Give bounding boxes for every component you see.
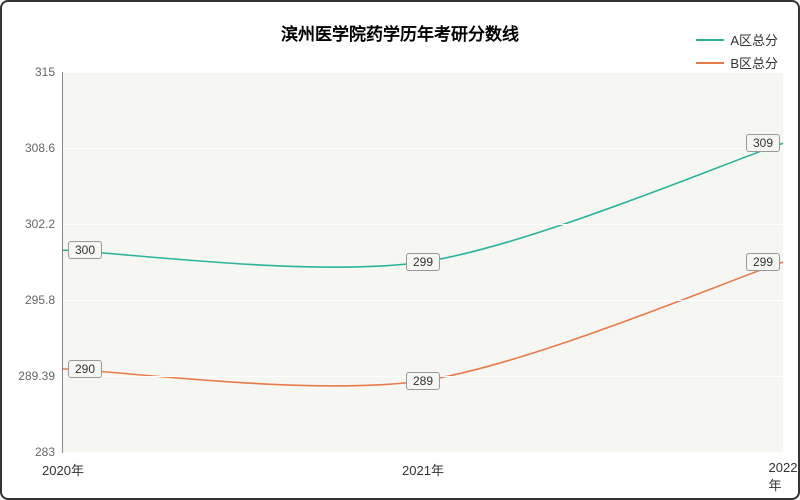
gridline [63, 148, 783, 149]
y-axis-label: 295.8 [25, 293, 55, 307]
y-axis-label: 289.39 [18, 369, 55, 383]
gridline [63, 300, 783, 301]
y-axis-label: 302.2 [25, 217, 55, 231]
data-label: 300 [68, 241, 102, 259]
data-label: 299 [746, 253, 780, 271]
legend-label-b: B区总分 [730, 53, 778, 72]
x-axis-label: 2021年 [402, 460, 444, 479]
gridline [63, 452, 783, 453]
data-label: 289 [406, 372, 440, 390]
legend-swatch-b [696, 62, 724, 64]
data-label: 309 [746, 134, 780, 152]
y-axis-label: 308.6 [25, 141, 55, 155]
series-line [63, 262, 783, 386]
y-axis-label: 283 [35, 445, 55, 459]
chart-container: 滨州医学院药学历年考研分数线 A区总分 B区总分 283289.39295.83… [0, 0, 800, 500]
y-axis-label: 315 [35, 65, 55, 79]
legend-item: B区总分 [696, 53, 778, 72]
legend-label-a: A区总分 [730, 30, 778, 49]
data-label: 290 [68, 360, 102, 378]
legend-swatch-a [696, 39, 724, 41]
legend: A区总分 B区总分 [696, 30, 778, 76]
legend-item: A区总分 [696, 30, 778, 49]
gridline [63, 72, 783, 73]
chart-title: 滨州医学院药学历年考研分数线 [281, 20, 519, 45]
x-axis-label: 2020年 [42, 460, 84, 479]
data-label: 299 [406, 253, 440, 271]
plot-area: 283289.39295.8302.2308.63152020年2021年202… [62, 72, 783, 453]
gridline [63, 224, 783, 225]
x-axis-label: 2022年 [769, 460, 798, 494]
series-line [63, 143, 783, 267]
